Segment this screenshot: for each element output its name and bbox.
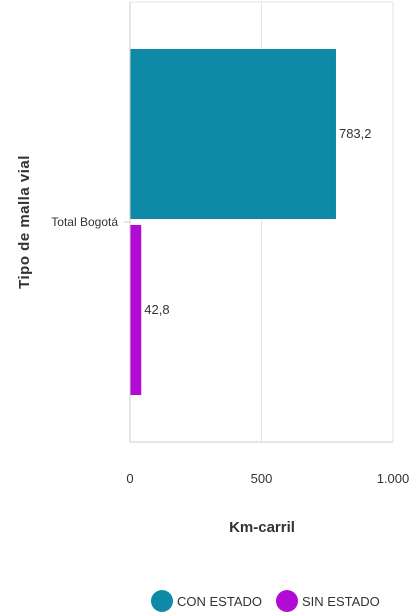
x-tick-label-2: 1.000	[377, 471, 410, 486]
y-axis-title: Tipo de malla vial	[16, 155, 33, 289]
x-tick-labels: 0 500 1.000	[126, 471, 409, 486]
legend-label-con-estado[interactable]: CON ESTADO	[177, 594, 262, 609]
data-labels: 783,2 42,8	[144, 126, 371, 317]
x-tick-label-1: 500	[251, 471, 273, 486]
bars	[130, 49, 336, 395]
category-labels: Total Bogotá	[51, 215, 130, 229]
bar-con-estado[interactable]	[130, 49, 336, 219]
bar-sin-estado[interactable]	[130, 225, 142, 395]
x-tick-label-0: 0	[126, 471, 133, 486]
data-label-con-estado: 783,2	[339, 126, 372, 141]
x-axis-title: Km-carril	[229, 519, 295, 536]
legend-marker-con-estado[interactable]	[151, 590, 173, 612]
legend-marker-sin-estado[interactable]	[276, 590, 298, 612]
category-label-0: Total Bogotá	[51, 215, 118, 229]
legend-label-sin-estado[interactable]: SIN ESTADO	[302, 594, 380, 609]
data-label-sin-estado: 42,8	[144, 302, 169, 317]
legend: CON ESTADO SIN ESTADO	[151, 590, 380, 612]
